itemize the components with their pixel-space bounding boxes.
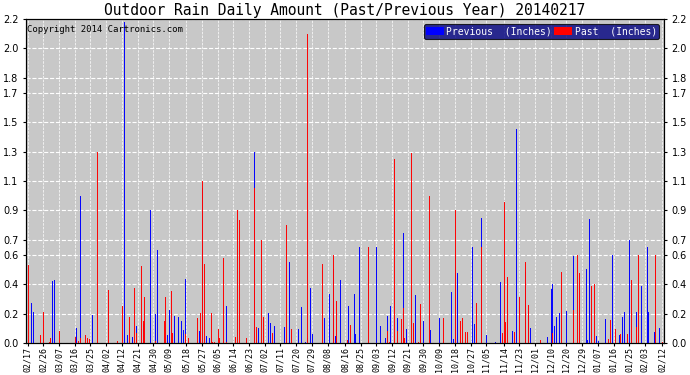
Legend: Previous  (Inches), Past  (Inches): Previous (Inches), Past (Inches) bbox=[424, 24, 659, 39]
Title: Outdoor Rain Daily Amount (Past/Previous Year) 20140217: Outdoor Rain Daily Amount (Past/Previous… bbox=[104, 3, 586, 18]
Text: Copyright 2014 Cartronics.com: Copyright 2014 Cartronics.com bbox=[27, 26, 183, 34]
